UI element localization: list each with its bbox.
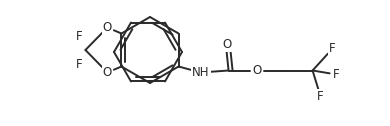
- Text: O: O: [252, 64, 261, 77]
- Text: NH: NH: [192, 66, 209, 79]
- Text: O: O: [103, 21, 112, 34]
- Text: F: F: [333, 68, 340, 81]
- Text: O: O: [103, 66, 112, 79]
- Text: F: F: [329, 42, 336, 55]
- Text: O: O: [222, 38, 231, 51]
- Text: F: F: [76, 29, 83, 42]
- Text: F: F: [317, 90, 324, 103]
- Text: F: F: [76, 57, 83, 71]
